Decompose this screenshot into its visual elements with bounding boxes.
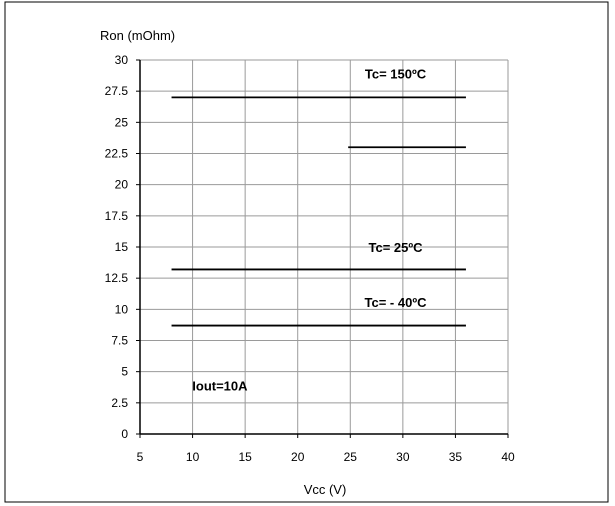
y-tick-label: 12.5 xyxy=(105,271,129,285)
x-tick-label: 5 xyxy=(137,450,144,464)
y-tick-label: 20 xyxy=(115,178,129,192)
y-tick-label: 30 xyxy=(115,53,129,67)
x-tick-label: 20 xyxy=(291,450,305,464)
x-tick-label: 40 xyxy=(501,450,515,464)
annotations: Tc= 150ºC Tc= 25ºC Tc= - 40ºC Iout=10A xyxy=(192,67,427,394)
annotation-3: Iout=10A xyxy=(192,378,248,393)
x-tick-labels: 5 10 15 20 25 30 35 40 xyxy=(137,450,515,464)
annotation-1: Tc= 25ºC xyxy=(368,240,423,255)
grid xyxy=(140,60,508,434)
y-tick-label: 15 xyxy=(115,240,129,254)
y-axis-title: Ron (mOhm) xyxy=(100,28,175,43)
figure-border xyxy=(4,1,609,503)
y-tick-label: 10 xyxy=(115,302,129,316)
x-tick-label: 25 xyxy=(344,450,358,464)
x-tick-label: 10 xyxy=(186,450,200,464)
annotation-0: Tc= 150ºC xyxy=(365,67,427,82)
series-group xyxy=(171,96,466,327)
x-tick-label: 15 xyxy=(238,450,252,464)
y-tick-label: 25 xyxy=(115,115,129,129)
annotation-2: Tc= - 40ºC xyxy=(365,295,428,310)
y-tick-labels: 0 2.5 5 7.5 10 12.5 15 17.5 20 22.5 25 27.5 30 xyxy=(105,53,129,441)
x-tick-label: 35 xyxy=(449,450,463,464)
y-tick-label: 0 xyxy=(121,427,128,441)
y-tick-label: 17.5 xyxy=(105,209,129,223)
x-tick-label: 30 xyxy=(396,450,410,464)
plot-area-frame xyxy=(136,59,509,438)
y-tick-label: 7.5 xyxy=(111,334,128,348)
y-tick-label: 2.5 xyxy=(111,396,128,410)
x-axis-title: Vcc (V) xyxy=(304,482,347,497)
y-tick-label: 22.5 xyxy=(105,147,129,161)
y-tick-label: 27.5 xyxy=(105,84,129,98)
y-tick-label: 5 xyxy=(121,365,128,379)
